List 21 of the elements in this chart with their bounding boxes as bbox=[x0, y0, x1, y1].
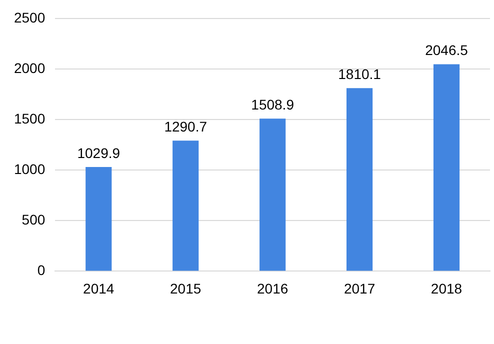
x-tick-label: 2016 bbox=[256, 280, 288, 296]
bar bbox=[346, 88, 373, 271]
data-label: 1290.7 bbox=[164, 118, 208, 135]
x-tick-label: 2017 bbox=[344, 280, 376, 296]
data-label: 2046.5 bbox=[425, 42, 468, 58]
x-tick-label: 2015 bbox=[170, 280, 202, 296]
bar bbox=[172, 140, 199, 271]
data-label: 1508.9 bbox=[251, 96, 294, 112]
x-tick-label: 2014 bbox=[83, 280, 114, 296]
bar bbox=[86, 167, 112, 271]
data-label: 1029.9 bbox=[77, 144, 120, 161]
data-label: 1810.1 bbox=[338, 66, 382, 82]
bar bbox=[433, 64, 460, 271]
y-tick-label: 2500 bbox=[14, 9, 46, 26]
y-tick-label: 500 bbox=[22, 212, 46, 228]
y-tick-label: 0 bbox=[37, 262, 46, 278]
y-tick-label: 1000 bbox=[14, 160, 46, 177]
y-tick-label: 2000 bbox=[14, 60, 46, 76]
bar bbox=[260, 118, 286, 271]
x-tick-label: 2018 bbox=[430, 280, 462, 296]
y-tick-label: 1500 bbox=[14, 110, 46, 126]
